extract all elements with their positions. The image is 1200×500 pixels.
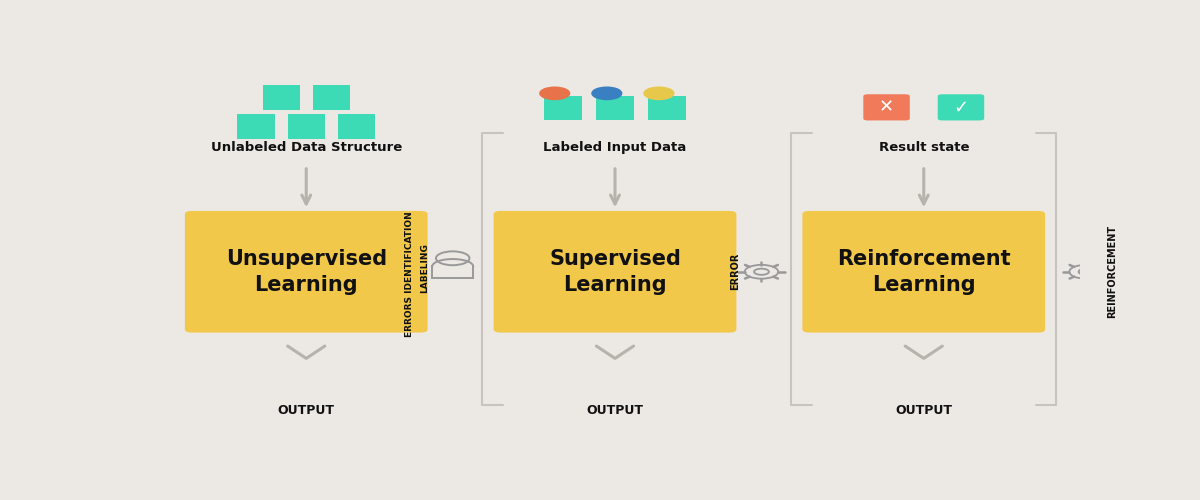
FancyBboxPatch shape [185, 211, 427, 332]
FancyBboxPatch shape [596, 96, 634, 120]
FancyBboxPatch shape [545, 96, 582, 120]
Text: Unlabeled Data Structure: Unlabeled Data Structure [211, 142, 402, 154]
Text: ✓: ✓ [953, 98, 968, 116]
FancyBboxPatch shape [238, 114, 275, 139]
Text: LABELING: LABELING [420, 243, 430, 293]
Text: OUTPUT: OUTPUT [895, 404, 953, 417]
FancyBboxPatch shape [648, 96, 685, 120]
Text: Unsupervised
Learning: Unsupervised Learning [226, 249, 386, 294]
Circle shape [592, 87, 622, 100]
Text: REINFORCEMENT: REINFORCEMENT [1108, 225, 1117, 318]
FancyBboxPatch shape [863, 94, 910, 120]
FancyBboxPatch shape [803, 211, 1045, 332]
Text: Supervised
Learning: Supervised Learning [550, 249, 680, 294]
FancyBboxPatch shape [937, 94, 984, 120]
Text: ERRORS IDENTIFICATION: ERRORS IDENTIFICATION [406, 211, 414, 336]
FancyBboxPatch shape [493, 211, 737, 332]
Text: ERROR: ERROR [731, 253, 740, 290]
Circle shape [540, 87, 570, 100]
Text: OUTPUT: OUTPUT [587, 404, 643, 417]
FancyBboxPatch shape [313, 85, 350, 110]
FancyBboxPatch shape [338, 114, 376, 139]
FancyBboxPatch shape [263, 85, 300, 110]
Text: OUTPUT: OUTPUT [277, 404, 335, 417]
Text: Labeled Input Data: Labeled Input Data [544, 142, 686, 154]
Text: Reinforcement
Learning: Reinforcement Learning [836, 249, 1010, 294]
Text: Result state: Result state [878, 142, 970, 154]
FancyBboxPatch shape [288, 114, 325, 139]
Circle shape [644, 87, 673, 100]
Text: ✕: ✕ [878, 98, 894, 116]
